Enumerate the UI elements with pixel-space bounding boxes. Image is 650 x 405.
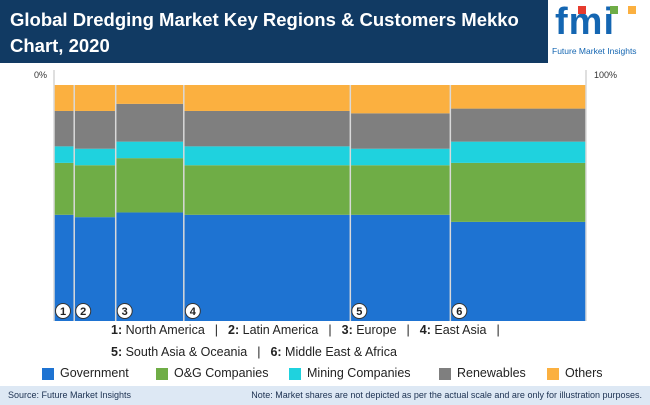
legend-swatch-og-companies bbox=[156, 368, 168, 380]
region-name: Latin America bbox=[242, 323, 319, 337]
logo-tagline: Future Market Insights bbox=[552, 46, 637, 56]
logo-square-green bbox=[610, 6, 618, 14]
logo-square-yellow bbox=[628, 6, 636, 14]
column-badge-label-6: 6 bbox=[456, 306, 462, 318]
mekko-segment-renewables-col-4 bbox=[183, 110, 351, 147]
mekko-segment-o-g-companies-col-4 bbox=[183, 165, 351, 215]
mekko-segment-others-col-2 bbox=[74, 85, 116, 111]
regions-legend-line-1: 1: North America | 2: Latin America | 3: Eur… bbox=[111, 323, 510, 337]
footer-source: Source: Future Market Insights bbox=[8, 390, 132, 400]
column-badge-label-1: 1 bbox=[60, 306, 66, 318]
mekko-segment-others-col-5 bbox=[350, 85, 451, 114]
region-number: 5: bbox=[111, 345, 126, 359]
mekko-segment-government-col-4 bbox=[183, 214, 351, 321]
footer-bar: Source: Future Market Insights Note: Mar… bbox=[0, 386, 650, 405]
column-badge-3 bbox=[116, 303, 133, 319]
mekko-segment-mining-companies-col-1 bbox=[54, 146, 75, 163]
region-separator: | bbox=[406, 323, 410, 337]
legend-label-government: Government bbox=[60, 366, 129, 380]
mekko-segment-renewables-col-6 bbox=[450, 108, 586, 142]
region-number: 1: bbox=[111, 323, 126, 337]
mekko-segment-o-g-companies-col-2 bbox=[74, 165, 116, 218]
column-badge-6 bbox=[451, 303, 468, 319]
mekko-segment-renewables-col-3 bbox=[115, 103, 184, 142]
legend-swatch-others bbox=[547, 368, 559, 380]
legend-swatch-renewables bbox=[439, 368, 451, 380]
column-badge-1 bbox=[55, 303, 71, 319]
mekko-segment-o-g-companies-col-1 bbox=[54, 162, 75, 215]
mekko-segment-o-g-companies-col-5 bbox=[350, 165, 451, 215]
mekko-segment-others-col-4 bbox=[183, 85, 351, 111]
axis-label-left: 0% bbox=[34, 70, 48, 80]
column-badge-2 bbox=[75, 303, 92, 319]
legend-label-og-companies: O&G Companies bbox=[174, 366, 269, 380]
chart-title: Global Dredging Market Key Regions & Cus… bbox=[10, 9, 519, 56]
mekko-segment-o-g-companies-col-6 bbox=[450, 162, 586, 222]
axis-label-right: 100% bbox=[594, 70, 618, 80]
column-badge-label-2: 2 bbox=[80, 306, 86, 318]
legend-label-mining-companies: Mining Companies bbox=[307, 366, 411, 380]
region-name: Middle East & Africa bbox=[285, 345, 397, 359]
column-badge-label-3: 3 bbox=[122, 306, 128, 318]
mekko-segment-o-g-companies-col-3 bbox=[115, 158, 184, 213]
mekko-segment-mining-companies-col-3 bbox=[115, 141, 184, 159]
mekko-chart: 1 2 3 4 5 6 bbox=[53, 70, 587, 321]
column-badge-5 bbox=[351, 303, 368, 319]
mekko-segment-mining-companies-col-6 bbox=[450, 141, 586, 163]
mekko-segment-others-col-3 bbox=[115, 85, 184, 104]
region-number: 6: bbox=[270, 345, 286, 359]
region-number: 2: bbox=[228, 323, 243, 337]
mekko-segment-government-col-3 bbox=[115, 212, 184, 321]
logo-square-red bbox=[578, 6, 586, 14]
fmi-logo: fmi Future Market Insights bbox=[548, 0, 650, 63]
legend-label-renewables: Renewables bbox=[457, 366, 526, 380]
region-separator: | bbox=[214, 323, 219, 337]
regions-legend-line-2: 5: South Asia & Oceania | 6: Middle East &… bbox=[111, 345, 397, 359]
mekko-segment-others-col-6 bbox=[450, 85, 586, 109]
mekko-segment-government-col-6 bbox=[450, 221, 586, 321]
region-name: North America bbox=[125, 323, 205, 337]
mekko-segment-renewables-col-1 bbox=[54, 110, 75, 147]
column-badge-4 bbox=[184, 303, 201, 319]
legend-label-others: Others bbox=[565, 366, 603, 380]
region-name: South Asia & Oceania bbox=[125, 345, 248, 359]
header-bar: Global Dredging Market Key Regions & Cus… bbox=[0, 0, 650, 63]
mekko-segment-mining-companies-col-2 bbox=[74, 148, 116, 166]
region-separator: | bbox=[496, 323, 500, 337]
column-badge-label-4: 4 bbox=[190, 306, 197, 318]
mekko-segment-others-col-1 bbox=[54, 85, 75, 111]
mekko-segment-mining-companies-col-5 bbox=[350, 148, 451, 166]
region-name: Europe bbox=[356, 323, 397, 337]
legend-swatch-government bbox=[42, 368, 54, 380]
legend-swatch-mining-companies bbox=[289, 368, 301, 380]
column-badge-label-5: 5 bbox=[356, 306, 362, 318]
mekko-segment-renewables-col-5 bbox=[350, 113, 451, 149]
mekko-segment-renewables-col-2 bbox=[74, 110, 116, 149]
region-separator: | bbox=[257, 345, 261, 359]
region-number: 4: bbox=[419, 323, 435, 337]
mekko-segment-government-col-5 bbox=[350, 214, 451, 321]
region-separator: | bbox=[328, 323, 332, 337]
mekko-segment-mining-companies-col-4 bbox=[183, 146, 351, 166]
mekko-segment-government-col-1 bbox=[54, 214, 75, 321]
region-name: East Asia bbox=[434, 323, 487, 337]
footer-note: Note: Market shares are not depicted as … bbox=[251, 390, 642, 400]
region-number: 3: bbox=[341, 323, 357, 337]
